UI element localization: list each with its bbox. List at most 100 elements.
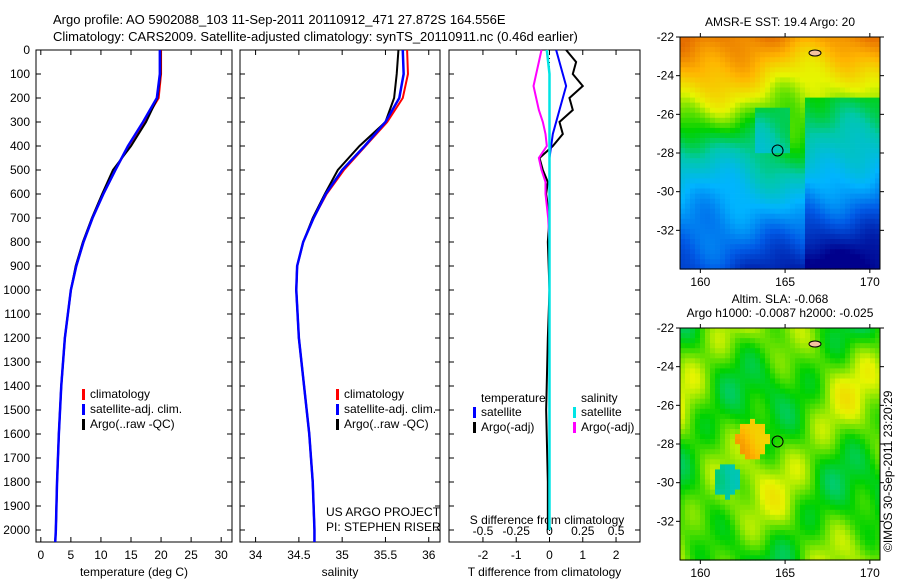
map-cell — [785, 439, 791, 445]
map-cell — [795, 143, 801, 149]
map-cell — [705, 423, 711, 430]
map-cell — [715, 464, 721, 470]
map-cell — [740, 264, 746, 270]
map-cell — [780, 408, 786, 415]
map-cell — [740, 555, 746, 561]
map-cell — [735, 530, 741, 536]
map-cell — [680, 378, 686, 384]
map-cell — [790, 429, 796, 435]
map-cell — [825, 102, 831, 109]
map-cell — [720, 343, 726, 349]
map-cell — [820, 183, 826, 189]
map-cell — [765, 244, 771, 250]
map-cell — [695, 383, 701, 389]
map-cell — [860, 188, 866, 194]
map-cell — [720, 208, 726, 215]
map-cell — [840, 208, 846, 215]
map-cell — [725, 82, 731, 88]
map-cell — [870, 57, 876, 63]
map-cell — [825, 378, 831, 384]
map-cell — [790, 183, 796, 189]
argo-float-marker-icon — [771, 144, 784, 157]
map-cell — [680, 148, 686, 154]
map-cell — [760, 117, 766, 124]
map-cell — [780, 449, 786, 455]
map-cell — [710, 540, 716, 546]
map-cell — [835, 423, 841, 430]
map-cell — [730, 363, 736, 369]
map-cell — [690, 42, 696, 48]
map-cell — [800, 454, 806, 460]
map-cell — [845, 555, 851, 561]
map-cell — [760, 107, 766, 114]
map-cell — [875, 87, 881, 93]
map-cell — [745, 228, 751, 235]
map-cell — [805, 223, 811, 230]
map-cell — [710, 127, 716, 134]
map-cell — [840, 439, 846, 445]
map-cell — [845, 148, 851, 154]
map-cell — [720, 264, 726, 270]
map-cell — [795, 429, 801, 435]
map-cell — [690, 178, 696, 184]
map-cell — [850, 82, 856, 88]
map-cell — [690, 530, 696, 536]
map-cell — [685, 439, 691, 445]
map-cell — [685, 489, 691, 495]
map-cell — [745, 509, 751, 516]
map-cell — [715, 494, 721, 501]
map-cell — [810, 378, 816, 384]
map-cell — [750, 363, 756, 369]
map-cell — [830, 87, 836, 93]
map-cell — [875, 545, 881, 551]
map-cell — [730, 168, 736, 174]
map-cell — [840, 479, 846, 485]
map-cell — [765, 228, 771, 235]
map-cell — [760, 454, 766, 460]
map-cell — [760, 524, 766, 531]
map-cell — [770, 213, 776, 220]
map-cell — [865, 514, 871, 521]
map-cell — [725, 459, 731, 465]
map-cell — [830, 122, 836, 129]
map-cell — [870, 509, 876, 516]
map-cell — [855, 444, 861, 450]
map-cell — [790, 338, 796, 344]
map-cell — [705, 388, 711, 394]
map-cell — [710, 178, 716, 184]
map-cell — [705, 254, 711, 260]
map-cell — [875, 218, 881, 225]
map-cell — [820, 127, 826, 134]
map-cell — [875, 479, 881, 485]
map-cell — [855, 504, 861, 511]
map-cell — [695, 188, 701, 194]
x-tick-label: 34.5 — [287, 548, 311, 562]
map-cell — [825, 535, 831, 541]
map-cell — [765, 183, 771, 189]
map-cell — [800, 117, 806, 124]
map-cell — [805, 67, 811, 73]
map-cell — [790, 77, 796, 83]
map-cell — [735, 42, 741, 48]
map-cell — [860, 138, 866, 144]
map-cell — [805, 509, 811, 516]
map-cell — [740, 148, 746, 154]
map-cell — [720, 173, 726, 179]
map-cell — [760, 67, 766, 73]
map-cell — [845, 530, 851, 536]
map-cell — [750, 173, 756, 179]
map-cell — [710, 92, 716, 98]
map-cell — [780, 42, 786, 48]
map-cell — [690, 153, 696, 159]
map-cell — [830, 509, 836, 516]
map-cell — [730, 343, 736, 349]
map-cell — [770, 545, 776, 551]
map-cell — [855, 368, 861, 374]
map-cell — [740, 62, 746, 68]
map-cell — [755, 259, 761, 265]
map-cell — [795, 52, 801, 58]
map-cell — [785, 519, 791, 526]
map-cell — [870, 138, 876, 144]
map-cell — [800, 37, 806, 43]
map-cell — [820, 158, 826, 164]
